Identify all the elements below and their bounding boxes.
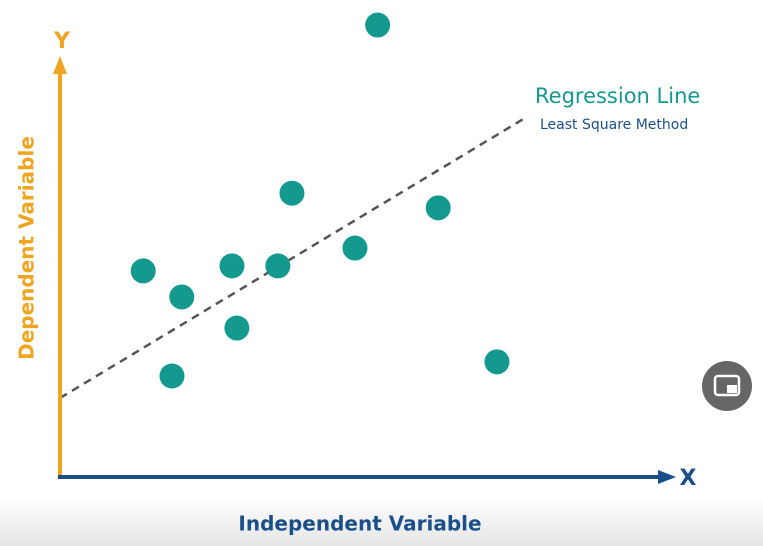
data-point xyxy=(265,253,291,279)
data-point xyxy=(484,349,510,375)
pip-button[interactable] xyxy=(702,361,752,411)
pip-icon-inner xyxy=(727,385,737,393)
data-point xyxy=(159,363,185,389)
data-point xyxy=(342,235,368,261)
data-point xyxy=(279,180,305,206)
y-axis-arrow xyxy=(53,56,67,74)
bottom-band xyxy=(0,495,763,546)
x-axis-letter: X xyxy=(680,466,697,491)
data-point xyxy=(219,253,245,279)
annotation-subtitle: Least Square Method xyxy=(540,117,688,133)
data-point xyxy=(425,195,451,221)
x-axis-label: Independent Variable xyxy=(238,512,481,536)
y-axis-label: Dependent Variable xyxy=(15,136,39,360)
data-point xyxy=(169,284,195,310)
data-point xyxy=(365,12,391,38)
pip-icon xyxy=(713,374,741,397)
annotation-title: Regression Line xyxy=(535,84,700,108)
data-point xyxy=(224,315,250,341)
y-axis-letter: Y xyxy=(53,29,71,54)
x-axis-arrow xyxy=(658,470,676,484)
data-point xyxy=(130,258,156,284)
regression-line xyxy=(59,116,526,400)
